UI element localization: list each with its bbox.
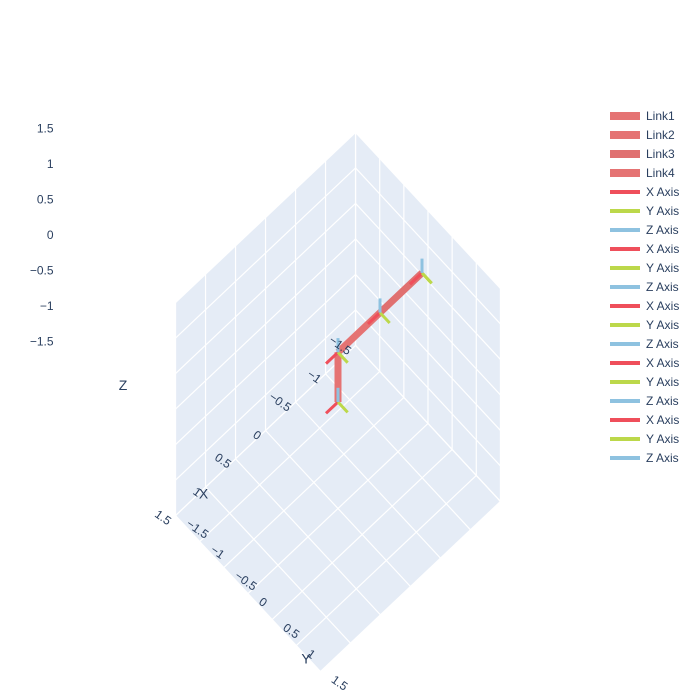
legend-label: X Axis — [646, 298, 680, 313]
legend-item[interactable]: Z Axis — [610, 448, 679, 467]
legend-label: X Axis — [646, 412, 680, 427]
legend-swatch — [610, 360, 640, 365]
legend-label: Z Axis — [646, 336, 679, 351]
gridline — [175, 132, 356, 303]
legend-item[interactable]: Link3 — [610, 144, 679, 163]
legend-label: Y Axis — [646, 317, 680, 332]
frame-axis-segment — [378, 311, 391, 325]
frame-axis-segment — [324, 351, 340, 365]
z-tick-label: −1 — [40, 299, 54, 313]
y-axis-title: Y — [301, 651, 311, 667]
legend-label: Link4 — [646, 165, 675, 180]
legend-swatch — [610, 189, 640, 194]
legend-swatch — [610, 265, 640, 270]
z-axis-title: Z — [119, 377, 128, 393]
legend-swatch — [610, 398, 640, 403]
gridline — [295, 475, 477, 646]
legend-item[interactable]: X Axis — [610, 182, 679, 201]
legend-label: Link1 — [646, 108, 675, 123]
legend-label: X Axis — [646, 184, 680, 199]
legend-label: Z Axis — [646, 222, 679, 237]
legend-swatch — [610, 208, 640, 213]
plot-gridlines — [174, 132, 502, 672]
legend-item[interactable]: Z Axis — [610, 220, 679, 239]
legend-item[interactable]: X Axis — [610, 410, 679, 429]
legend-label: X Axis — [646, 241, 680, 256]
y-tick-label: 1.5 — [329, 673, 351, 694]
gridline — [175, 515, 321, 672]
legend-item[interactable]: X Axis — [610, 239, 679, 258]
x-tick-label: 1.5 — [152, 507, 174, 528]
gridline — [320, 501, 501, 672]
legend-item[interactable]: Y Axis — [610, 372, 679, 391]
legend-swatch — [610, 111, 640, 120]
legend-item[interactable]: Link4 — [610, 163, 679, 182]
z-tick-label: −1.5 — [30, 335, 54, 349]
frame-axis-segment — [366, 311, 382, 326]
plot-traces — [324, 258, 433, 415]
z-tick-label: 1.5 — [37, 122, 54, 136]
legend-swatch — [610, 341, 640, 346]
gridline — [355, 132, 501, 289]
frame-axis-segment — [324, 400, 340, 415]
legend-label: Y Axis — [646, 260, 680, 275]
legend-swatch — [610, 168, 640, 177]
gridline — [355, 167, 501, 325]
legend-item[interactable]: Y Axis — [610, 315, 679, 334]
legend-label: Z Axis — [646, 450, 679, 465]
legend-swatch — [610, 379, 640, 384]
legend-item[interactable]: Z Axis — [610, 391, 679, 410]
legend-swatch — [610, 227, 640, 232]
z-tick-label: 0.5 — [37, 193, 54, 207]
frame-axis-segment — [336, 400, 349, 414]
legend-label: Y Axis — [646, 374, 680, 389]
legend-swatch — [610, 417, 640, 422]
frame-axis-segment — [408, 271, 424, 286]
legend-item[interactable]: Y Axis — [610, 201, 679, 220]
legend-swatch — [610, 303, 640, 308]
legend-item[interactable]: Z Axis — [610, 277, 679, 296]
frame-axis-segment — [420, 271, 433, 285]
axis-titles: X Y Z — [119, 377, 312, 667]
frame-axis-segment — [336, 351, 349, 364]
legend-swatch — [610, 149, 640, 158]
legend-swatch — [610, 284, 640, 289]
legend-item[interactable]: X Axis — [610, 296, 679, 315]
gridline — [175, 167, 356, 339]
z-tick-label: 0 — [47, 228, 54, 242]
legend-item[interactable]: Z Axis — [610, 334, 679, 353]
legend-swatch — [610, 455, 640, 460]
legend-item[interactable]: X Axis — [610, 353, 679, 372]
legend-swatch — [610, 246, 640, 251]
legend-swatch — [610, 322, 640, 327]
legend-label: Link3 — [646, 146, 675, 161]
z-tick-label: 1 — [47, 157, 54, 171]
legend-label: X Axis — [646, 355, 680, 370]
legend-label: Z Axis — [646, 393, 679, 408]
legend-label: Link2 — [646, 127, 675, 142]
legend-swatch — [610, 436, 640, 441]
legend: Link1 Link2 Link3 Link4 X Axis Y Axis Z Axis X … — [610, 106, 679, 467]
legend-label: Z Axis — [646, 279, 679, 294]
legend-label: Y Axis — [646, 203, 680, 218]
legend-item[interactable]: Link2 — [610, 125, 679, 144]
legend-swatch — [610, 130, 640, 139]
x-axis-title: X — [199, 486, 209, 502]
legend-item[interactable]: Y Axis — [610, 429, 679, 448]
legend-item[interactable]: Y Axis — [610, 258, 679, 277]
legend-label: Y Axis — [646, 431, 680, 446]
z-tick-label: −0.5 — [30, 264, 54, 278]
legend-item[interactable]: Link1 — [610, 106, 679, 125]
